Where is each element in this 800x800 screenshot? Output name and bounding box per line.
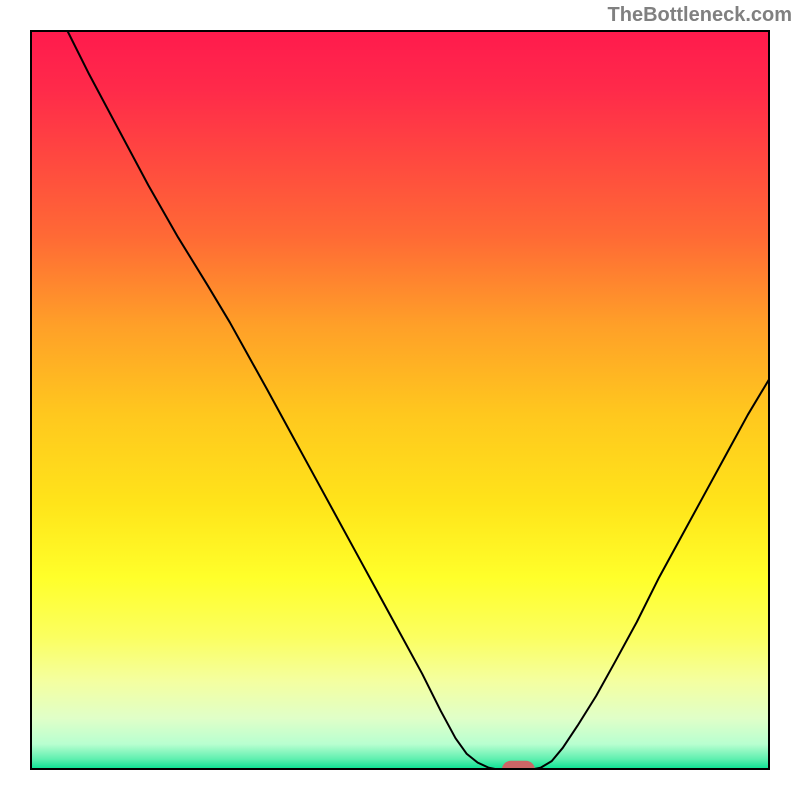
plot-svg <box>30 30 770 770</box>
plot-frame <box>30 30 770 770</box>
chart-canvas: TheBottleneck.com <box>0 0 800 800</box>
watermark-text: TheBottleneck.com <box>608 4 792 27</box>
plot-background <box>30 30 770 770</box>
